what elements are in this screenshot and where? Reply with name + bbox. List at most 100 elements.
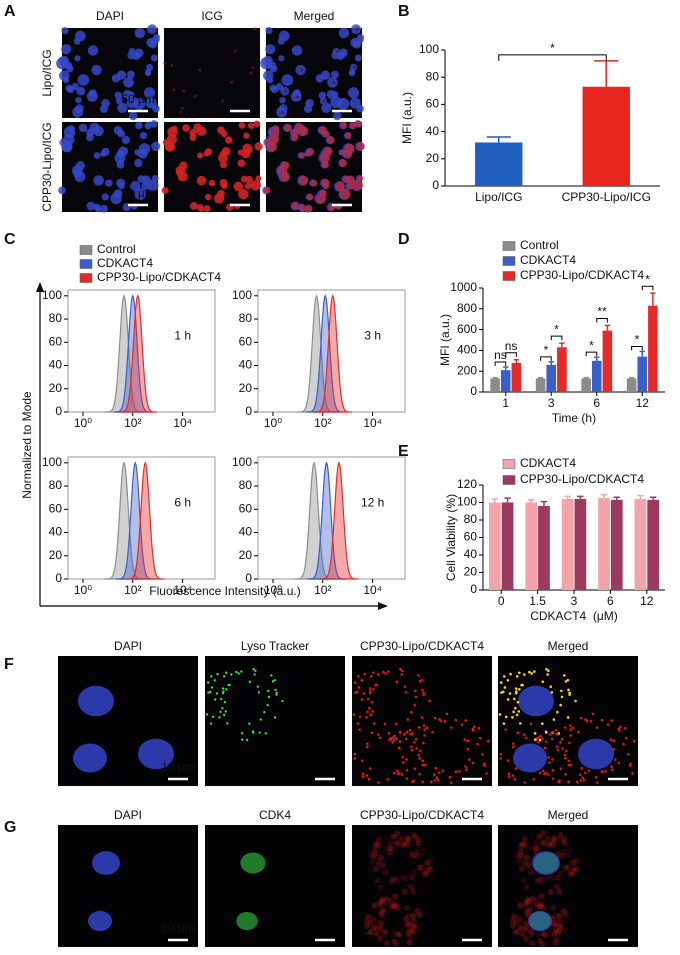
legend-label: Control <box>520 238 559 252</box>
nucleus <box>326 89 336 99</box>
lysosome <box>221 706 224 710</box>
significance-bracket <box>631 345 643 351</box>
nanoparticle <box>402 875 409 882</box>
x-tick-label: 10² <box>124 583 141 597</box>
nanoparticle <box>524 896 531 903</box>
icg-signal <box>247 122 255 129</box>
y-tick-label: 100 <box>42 455 62 469</box>
nanoparticle <box>512 710 515 714</box>
icg-signal <box>170 64 174 68</box>
nucleus <box>354 54 362 62</box>
nanoparticle <box>568 724 572 727</box>
legend-label: CDKACT4 <box>520 456 576 470</box>
nanoparticle <box>569 728 572 731</box>
x-tick-label: 10⁴ <box>363 583 382 597</box>
nucleus <box>61 27 69 35</box>
nanoparticle <box>529 940 536 947</box>
nanoparticle <box>420 869 427 876</box>
nanoparticle <box>522 923 529 930</box>
nanoparticle <box>551 768 555 772</box>
nucleus <box>77 74 90 86</box>
nanoparticle <box>511 913 518 920</box>
y-tick-label: 80 <box>239 478 253 492</box>
nanoparticle <box>546 842 553 849</box>
nanoparticle <box>551 932 558 939</box>
nucleus <box>320 70 331 80</box>
nanoparticle <box>381 931 388 938</box>
nanoparticle <box>463 738 467 741</box>
nanoparticle <box>368 687 372 690</box>
nanoparticle <box>527 900 534 907</box>
nanoparticle <box>614 758 617 761</box>
nucleus <box>518 685 554 717</box>
icg-signal <box>321 178 330 188</box>
nanoparticle <box>379 909 386 916</box>
panel-letter: A <box>4 3 16 20</box>
nanoparticle <box>522 899 529 906</box>
significance-bracket <box>641 285 654 291</box>
nanoparticle <box>533 897 540 904</box>
nanoparticle <box>511 745 515 749</box>
nanoparticle <box>579 779 583 782</box>
bar <box>511 362 522 392</box>
significance-bracket <box>596 317 608 323</box>
nanoparticle <box>575 780 579 784</box>
nanoparticle <box>600 718 604 722</box>
nanoparticle <box>555 928 562 935</box>
icg-signal <box>305 205 313 213</box>
nanoparticle <box>414 689 417 693</box>
nanoparticle <box>377 854 384 861</box>
nanoparticle <box>623 726 627 730</box>
nucleus <box>321 102 332 114</box>
nucleus <box>95 205 102 213</box>
nanoparticle <box>579 716 583 720</box>
nanoparticle <box>551 912 558 919</box>
nanoparticle <box>421 763 425 767</box>
icg-signal <box>299 152 306 159</box>
nanoparticle <box>398 730 402 733</box>
icg-signal <box>233 49 237 53</box>
nanoparticle <box>561 840 568 847</box>
nanoparticle <box>363 672 366 676</box>
nanoparticle <box>533 839 540 846</box>
nanoparticle <box>547 669 550 673</box>
nanoparticle <box>571 866 578 873</box>
nanoparticle <box>360 678 364 682</box>
nucleus <box>113 189 123 198</box>
nanoparticle <box>546 673 549 676</box>
nucleus <box>139 132 148 140</box>
legend-label: CPP30-Lipo/CDKACT4 <box>520 268 644 282</box>
icg-signal <box>238 188 249 200</box>
nanoparticle <box>511 716 514 719</box>
nanoparticle <box>423 734 426 737</box>
lysosome <box>267 689 270 693</box>
nanoparticle <box>559 767 563 770</box>
nanoparticle <box>514 861 521 868</box>
nanoparticle <box>534 881 540 887</box>
nanoparticle <box>395 904 402 911</box>
y-tick-label: 0 <box>470 384 477 398</box>
nucleus <box>126 96 138 109</box>
nucleus <box>279 96 286 104</box>
nanoparticle <box>372 842 379 849</box>
lysosome <box>226 722 229 725</box>
x-tick-label: 3 <box>548 396 555 410</box>
nanoparticle <box>568 693 571 696</box>
x-tick-label: CPP30-Lipo/ICG <box>562 190 651 204</box>
lysosome <box>271 680 275 683</box>
icg-signal <box>281 110 285 114</box>
lysosome <box>251 730 255 733</box>
lysosome <box>248 680 252 683</box>
nanoparticle <box>401 926 408 933</box>
icg-signal <box>253 27 257 31</box>
nanoparticle <box>567 780 570 784</box>
nanoparticle <box>414 737 418 741</box>
bar <box>475 142 523 186</box>
nucleus <box>147 179 159 192</box>
significance-bracket <box>540 356 552 361</box>
significance-bracket <box>498 54 607 61</box>
legend-swatch <box>502 241 516 251</box>
icg-signal <box>253 120 261 128</box>
lysosome <box>222 713 226 717</box>
nanoparticle <box>550 835 557 842</box>
